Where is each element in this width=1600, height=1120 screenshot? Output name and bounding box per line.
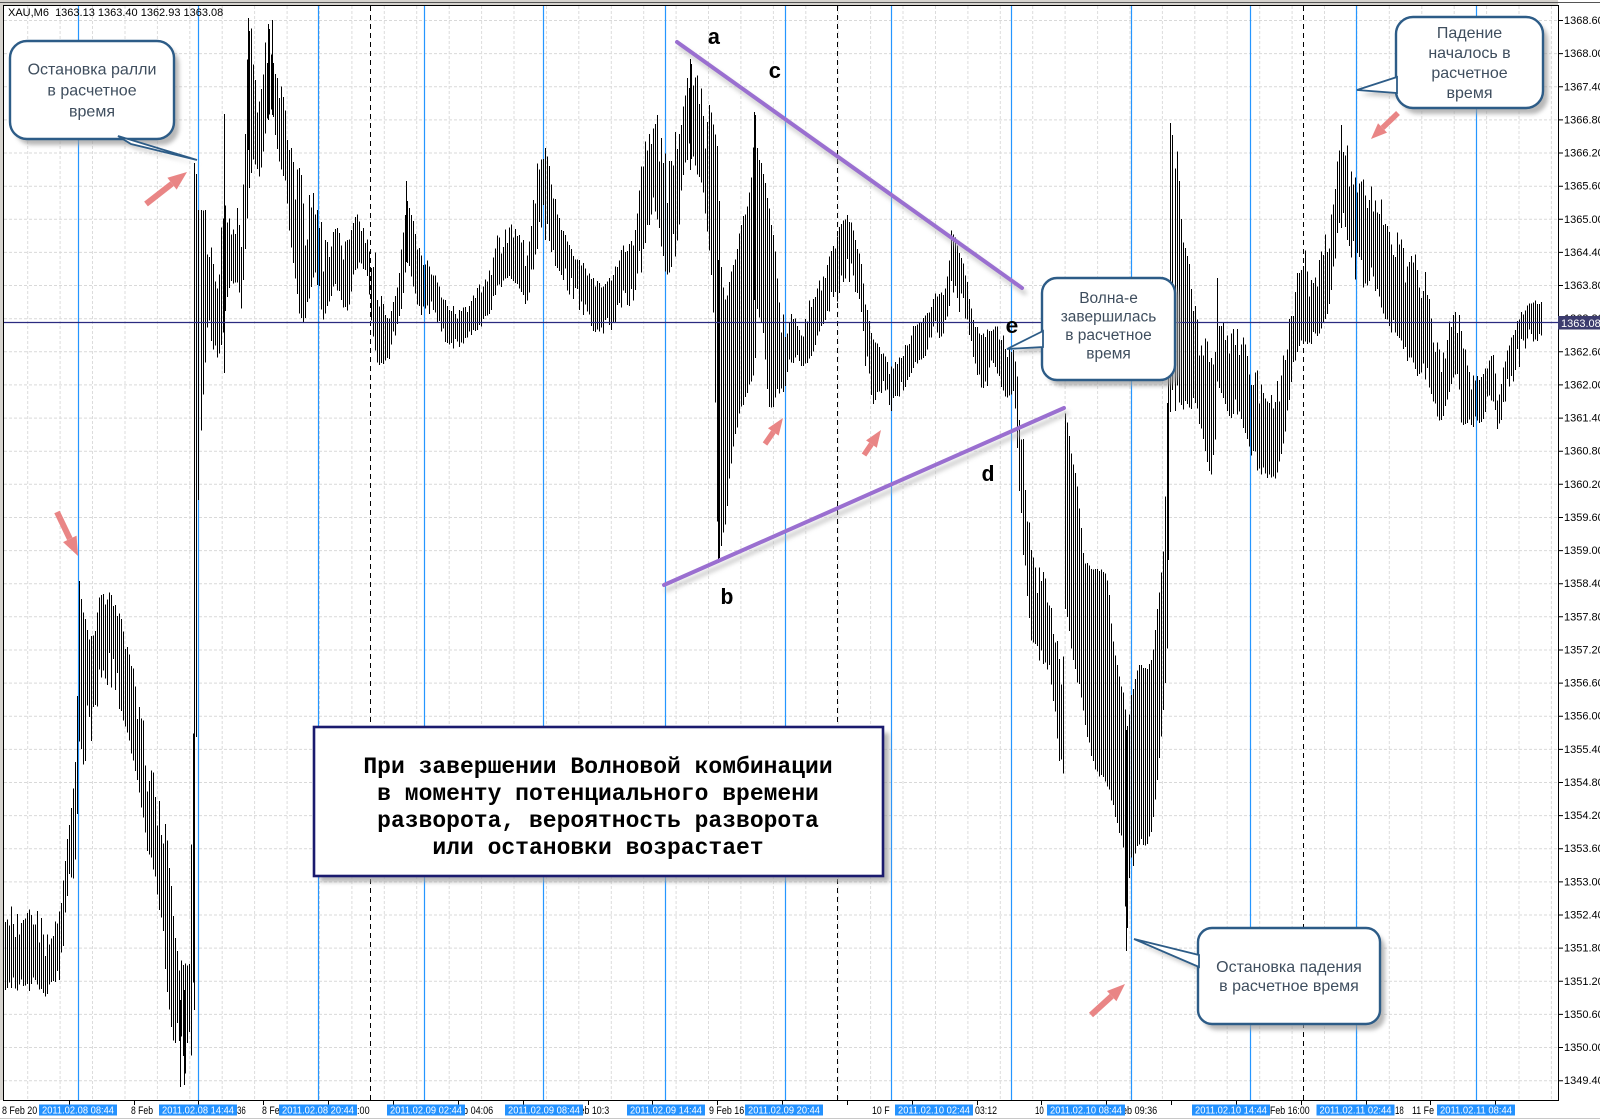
svg-text:XAU,M6 1363.13 1363.40 1362.9: XAU,M6 1363.13 1363.40 1362.93 1363.08 [8, 7, 223, 19]
svg-text:1355.40: 1355.40 [1564, 744, 1600, 756]
svg-text:1354.80: 1354.80 [1564, 777, 1600, 789]
svg-text:2011.02.09 14:44: 2011.02.09 14:44 [630, 1105, 702, 1117]
svg-text:1368.00: 1368.00 [1564, 48, 1600, 60]
svg-text:время: время [1086, 346, 1131, 363]
svg-text:При завершении Волновой комбин: При завершении Волновой комбинации [363, 754, 832, 780]
svg-text:в расчетное время: в расчетное время [1219, 978, 1359, 995]
svg-text:1356.00: 1356.00 [1564, 711, 1600, 723]
svg-text:началось в: началось в [1428, 45, 1510, 62]
svg-text:время: время [1447, 85, 1493, 102]
svg-text:расчетное: расчетное [1431, 65, 1507, 82]
svg-text:2011.02.10 08:44: 2011.02.10 08:44 [1050, 1105, 1122, 1117]
svg-text:1351.20: 1351.20 [1564, 976, 1600, 988]
svg-text:8 Feb 20: 8 Feb 20 [2, 1105, 37, 1117]
svg-text:1359.60: 1359.60 [1564, 512, 1600, 524]
svg-text:36: 36 [237, 1105, 246, 1117]
svg-text:Остановка ралли: Остановка ралли [28, 62, 157, 79]
svg-text:1365.00: 1365.00 [1564, 214, 1600, 226]
svg-text:Волна-e: Волна-e [1079, 290, 1138, 307]
svg-text:1360.80: 1360.80 [1564, 446, 1600, 458]
svg-text:1362.60: 1362.60 [1564, 346, 1600, 358]
svg-text:1360.20: 1360.20 [1564, 479, 1600, 491]
svg-text:1357.80: 1357.80 [1564, 611, 1600, 623]
svg-text:Feb 16:00: Feb 16:00 [1270, 1105, 1310, 1117]
svg-text:1351.80: 1351.80 [1564, 943, 1600, 955]
svg-text:10: 10 [1035, 1105, 1044, 1117]
svg-text:18: 18 [1395, 1105, 1404, 1117]
svg-text:1368.60: 1368.60 [1564, 15, 1600, 27]
svg-text:eb 04:06: eb 04:06 [458, 1105, 493, 1117]
svg-text:d: d [981, 463, 994, 488]
svg-text:2011.02.08 08:44: 2011.02.08 08:44 [42, 1105, 114, 1117]
svg-text:b: b [720, 586, 733, 611]
svg-text:1358.40: 1358.40 [1564, 578, 1600, 590]
svg-text:2011.02.11 02:44: 2011.02.11 02:44 [1320, 1105, 1392, 1117]
svg-text:1364.40: 1364.40 [1564, 247, 1600, 259]
svg-text:1365.60: 1365.60 [1564, 181, 1600, 193]
svg-text:2011.02.09 20:44: 2011.02.09 20:44 [748, 1105, 820, 1117]
svg-text:в расчетное: в расчетное [47, 83, 136, 100]
svg-text:1353.60: 1353.60 [1564, 843, 1600, 855]
svg-text:2011.02.09 02:44: 2011.02.09 02:44 [390, 1105, 462, 1117]
svg-text:1357.20: 1357.20 [1564, 645, 1600, 657]
svg-text:a: a [707, 26, 720, 51]
svg-text:или остановки возрастает: или остановки возрастает [432, 835, 763, 861]
svg-text:c: c [768, 60, 781, 85]
svg-text:разворота, вероятность разворо: разворота, вероятность разворота [377, 808, 819, 834]
svg-text:1352.40: 1352.40 [1564, 910, 1600, 922]
svg-text:2011.02.09 08:44: 2011.02.09 08:44 [508, 1105, 580, 1117]
svg-text:завершилась: завершилась [1061, 309, 1157, 326]
svg-text:1361.40: 1361.40 [1564, 413, 1600, 425]
svg-text:2011.02.10 02:44: 2011.02.10 02:44 [898, 1105, 970, 1117]
svg-text:9 Feb 16: 9 Feb 16 [709, 1105, 744, 1117]
svg-text:2011.02.10 14:44: 2011.02.10 14:44 [1195, 1105, 1267, 1117]
svg-text:1362.00: 1362.00 [1564, 379, 1600, 391]
svg-text:03:12: 03:12 [975, 1105, 997, 1117]
svg-text:8 Fe: 8 Fe [262, 1105, 280, 1117]
svg-text:1353.00: 1353.00 [1564, 876, 1600, 888]
svg-text:1363.08: 1363.08 [1561, 318, 1600, 330]
svg-text:1354.20: 1354.20 [1564, 810, 1600, 822]
svg-text:в расчетное: в расчетное [1065, 327, 1151, 344]
svg-text:1356.60: 1356.60 [1564, 678, 1600, 690]
svg-text:1367.40: 1367.40 [1564, 81, 1600, 93]
svg-text:1366.80: 1366.80 [1564, 114, 1600, 126]
svg-text:1363.80: 1363.80 [1564, 280, 1600, 292]
svg-text:1350.60: 1350.60 [1564, 1009, 1600, 1021]
svg-text:eb 09:36: eb 09:36 [1122, 1105, 1157, 1117]
svg-text:1359.00: 1359.00 [1564, 545, 1600, 557]
svg-text:1350.00: 1350.00 [1564, 1042, 1600, 1054]
svg-text:2011.02.08 20:44: 2011.02.08 20:44 [282, 1105, 354, 1117]
svg-text:10 F: 10 F [872, 1105, 890, 1117]
svg-text:e: e [1005, 315, 1018, 340]
svg-text:2011.02.08 14:44: 2011.02.08 14:44 [162, 1105, 234, 1117]
svg-text:Падение: Падение [1437, 25, 1502, 42]
svg-text:1349.40: 1349.40 [1564, 1075, 1600, 1087]
svg-text:1366.20: 1366.20 [1564, 148, 1600, 160]
svg-text:8 Feb: 8 Feb [131, 1105, 153, 1117]
svg-text:время: время [69, 104, 115, 121]
svg-text:Остановка падения: Остановка падения [1216, 959, 1362, 976]
svg-text:в моменту потенциального време: в моменту потенциального времени [377, 781, 819, 807]
svg-text:2011.02.11 08:44: 2011.02.11 08:44 [1440, 1105, 1512, 1117]
svg-text:11 Fe: 11 Fe [1412, 1105, 1434, 1117]
